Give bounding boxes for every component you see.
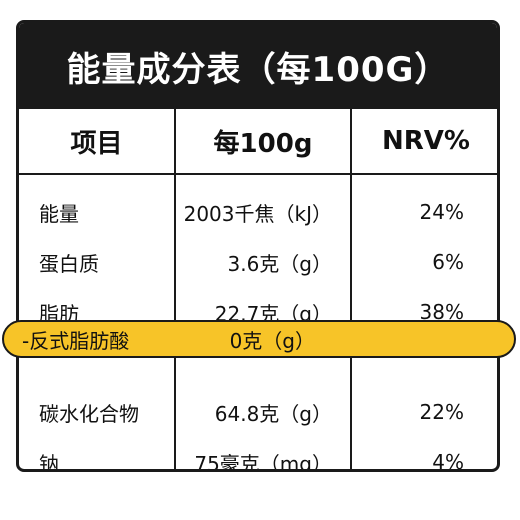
row-name: 能量 bbox=[39, 201, 79, 226]
row-value: 2003千焦（kJ） bbox=[183, 201, 332, 226]
highlighted-row-trans-fat: -反式脂肪酸 0克（g） bbox=[2, 320, 516, 358]
header-per100g: 每100g bbox=[213, 128, 313, 159]
row-name: 钠 bbox=[39, 451, 59, 472]
row-name: -反式脂肪酸 bbox=[22, 328, 130, 353]
row-value: 0克（g） bbox=[229, 328, 315, 353]
header-item: 项目 bbox=[70, 128, 123, 159]
row-nrv bbox=[335, 322, 483, 356]
column-divider bbox=[174, 109, 176, 469]
row-name: 蛋白质 bbox=[39, 251, 99, 276]
header-row: 项目 每100g NRV% bbox=[19, 109, 497, 175]
row-nrv: 24% bbox=[419, 200, 464, 224]
column-divider bbox=[350, 109, 352, 469]
table-title: 能量成分表（每100G） bbox=[19, 23, 497, 109]
table-row-protein: 蛋白质 3.6克（g） 6% bbox=[19, 237, 497, 287]
row-name: 碳水化合物 bbox=[39, 401, 139, 426]
row-nrv: 4% bbox=[432, 450, 464, 472]
header-nrv: NRV% bbox=[382, 126, 470, 156]
row-value: 3.6克（g） bbox=[227, 251, 332, 276]
row-value: 75豪克（mg） bbox=[194, 451, 332, 472]
table-row-carbohydrate: 碳水化合物 64.8克（g） 22% bbox=[19, 387, 497, 437]
table-row-sodium: 钠 75豪克（mg） 4% bbox=[19, 437, 497, 472]
nutrition-table: 能量成分表（每100G） 项目 每100g NRV% 能量 2003千焦（kJ）… bbox=[16, 20, 500, 472]
row-nrv: 22% bbox=[419, 400, 464, 424]
row-nrv: 6% bbox=[432, 250, 464, 274]
table-row-energy: 能量 2003千焦（kJ） 24% bbox=[19, 187, 497, 237]
row-value: 64.8克（g） bbox=[214, 401, 332, 426]
